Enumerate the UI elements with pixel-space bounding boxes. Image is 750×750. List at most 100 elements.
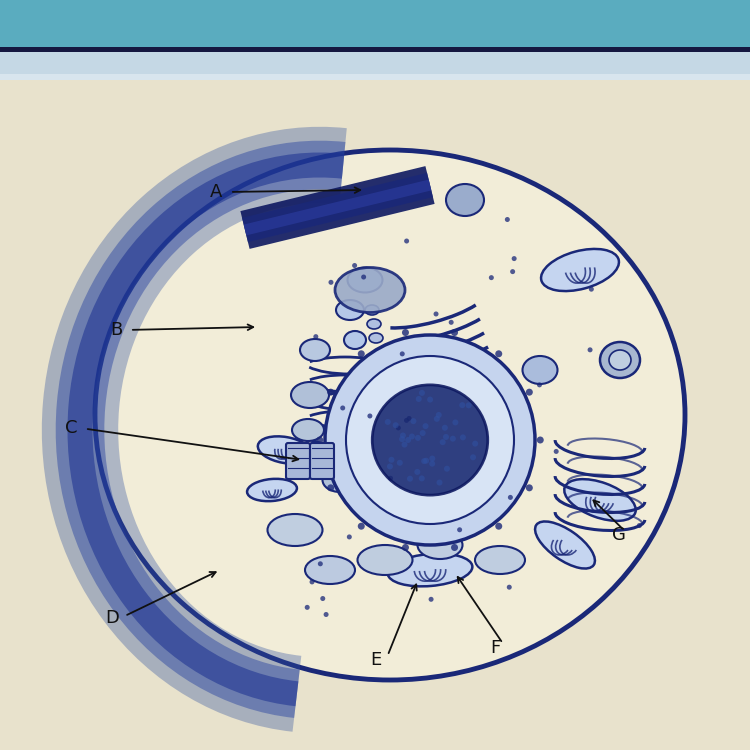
Ellipse shape [428, 487, 468, 513]
Ellipse shape [459, 402, 465, 408]
Ellipse shape [406, 416, 412, 421]
Ellipse shape [365, 305, 379, 315]
Ellipse shape [402, 329, 409, 336]
Ellipse shape [247, 478, 297, 501]
Text: G: G [612, 526, 626, 544]
Bar [0, 74, 750, 80]
Ellipse shape [414, 469, 420, 475]
Ellipse shape [362, 274, 366, 280]
Ellipse shape [436, 479, 442, 485]
Ellipse shape [95, 150, 685, 680]
Ellipse shape [388, 476, 393, 481]
Ellipse shape [388, 554, 472, 586]
Ellipse shape [472, 441, 478, 447]
Ellipse shape [535, 521, 595, 568]
Ellipse shape [523, 356, 557, 384]
Ellipse shape [451, 329, 458, 336]
Text: B: B [110, 321, 122, 339]
Ellipse shape [423, 458, 429, 464]
Ellipse shape [470, 454, 476, 460]
Ellipse shape [451, 544, 458, 551]
Ellipse shape [327, 388, 334, 396]
Ellipse shape [310, 580, 314, 584]
Ellipse shape [358, 545, 413, 575]
Ellipse shape [367, 319, 381, 329]
Bar [0, 80, 750, 750]
Ellipse shape [400, 433, 406, 439]
Ellipse shape [589, 286, 594, 292]
Text: A: A [210, 183, 222, 201]
Ellipse shape [407, 476, 413, 482]
Text: D: D [105, 609, 118, 627]
Ellipse shape [466, 402, 472, 408]
Ellipse shape [422, 458, 428, 464]
Ellipse shape [637, 523, 642, 528]
Ellipse shape [410, 419, 416, 424]
Ellipse shape [346, 356, 514, 524]
Bar [0, 52, 750, 74]
Ellipse shape [296, 455, 324, 475]
Ellipse shape [433, 311, 439, 316]
Ellipse shape [442, 424, 448, 430]
Ellipse shape [444, 466, 450, 472]
Ellipse shape [415, 435, 421, 441]
Ellipse shape [358, 523, 364, 530]
Ellipse shape [366, 497, 404, 523]
Ellipse shape [448, 320, 454, 325]
Ellipse shape [369, 333, 383, 343]
Ellipse shape [352, 263, 357, 268]
Ellipse shape [401, 442, 407, 448]
Ellipse shape [422, 423, 428, 429]
Ellipse shape [564, 479, 636, 520]
Ellipse shape [526, 484, 532, 491]
Ellipse shape [258, 436, 312, 463]
Ellipse shape [541, 249, 619, 291]
Ellipse shape [368, 413, 373, 419]
Ellipse shape [291, 382, 329, 408]
Ellipse shape [300, 339, 330, 361]
Ellipse shape [387, 464, 393, 470]
Ellipse shape [336, 300, 364, 320]
Ellipse shape [397, 460, 403, 466]
Ellipse shape [429, 455, 435, 461]
Ellipse shape [399, 436, 405, 442]
Ellipse shape [328, 280, 334, 285]
Bar [0, 47, 750, 52]
Ellipse shape [388, 457, 394, 463]
Ellipse shape [340, 406, 345, 410]
Ellipse shape [405, 437, 411, 443]
Ellipse shape [325, 335, 535, 545]
Ellipse shape [320, 596, 326, 601]
Ellipse shape [314, 334, 318, 339]
FancyBboxPatch shape [286, 443, 310, 479]
Ellipse shape [507, 585, 512, 590]
Ellipse shape [587, 347, 592, 352]
Ellipse shape [344, 331, 366, 349]
Ellipse shape [316, 436, 323, 443]
Ellipse shape [418, 531, 463, 559]
Ellipse shape [409, 433, 415, 439]
Ellipse shape [440, 440, 446, 446]
Ellipse shape [358, 350, 364, 357]
Ellipse shape [268, 514, 322, 546]
Bar [0, 0, 750, 47]
Ellipse shape [457, 527, 462, 532]
Ellipse shape [404, 418, 409, 423]
Ellipse shape [429, 460, 435, 466]
Ellipse shape [292, 419, 324, 441]
Ellipse shape [419, 476, 424, 482]
Ellipse shape [393, 422, 399, 428]
FancyBboxPatch shape [310, 443, 334, 479]
Ellipse shape [508, 495, 513, 500]
Ellipse shape [510, 269, 515, 274]
Text: E: E [370, 651, 381, 669]
Ellipse shape [537, 382, 542, 387]
Ellipse shape [526, 388, 532, 396]
Ellipse shape [372, 385, 488, 495]
Ellipse shape [420, 430, 426, 436]
Ellipse shape [489, 275, 494, 280]
Ellipse shape [460, 434, 466, 440]
Ellipse shape [505, 217, 510, 222]
Ellipse shape [347, 268, 382, 292]
Ellipse shape [446, 184, 484, 216]
